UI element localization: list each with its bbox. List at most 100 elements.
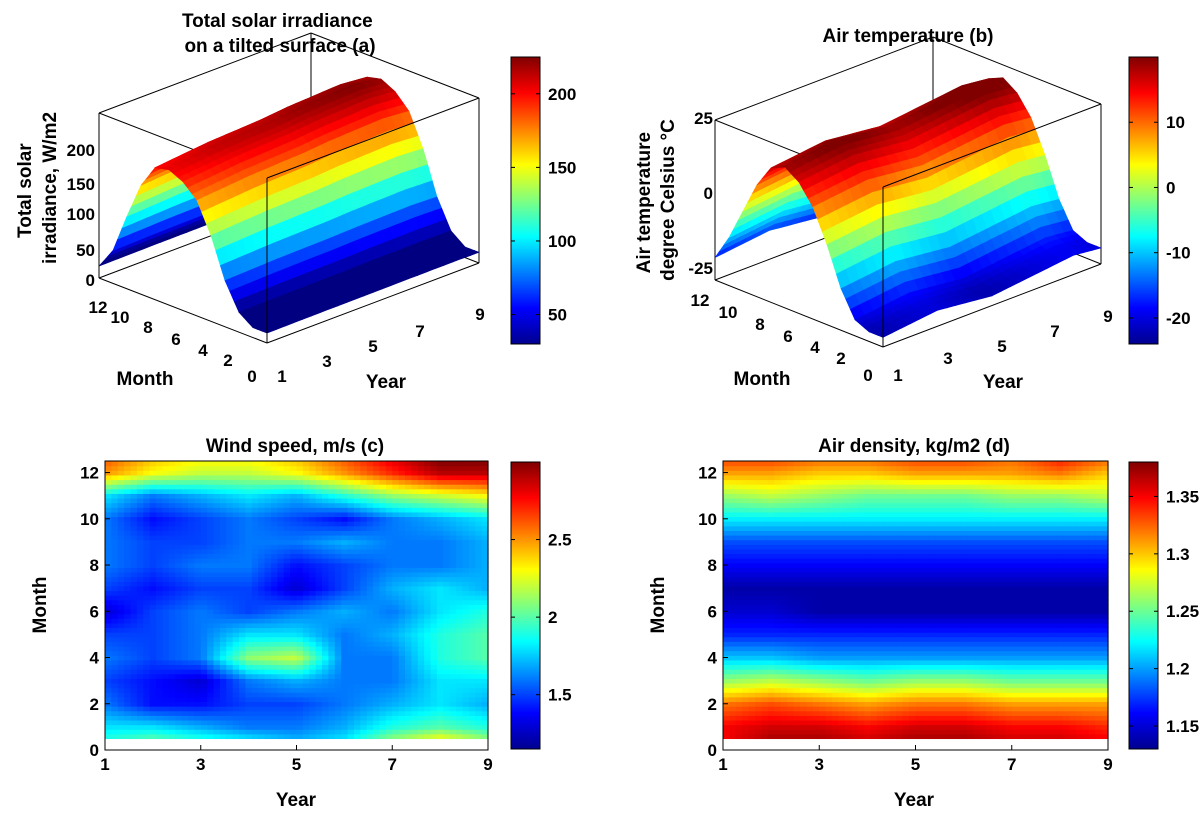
- panel-c-cell: [316, 572, 323, 577]
- panel-c-cell: [431, 530, 438, 535]
- panel-c-cell: [111, 725, 118, 730]
- panel-c-cell: [239, 503, 246, 508]
- panel-c-cell: [124, 725, 131, 730]
- panel-c-cell: [150, 655, 157, 660]
- panel-c-cell: [182, 540, 189, 545]
- panel-c-cell: [188, 489, 195, 494]
- panel-c-cell: [309, 623, 316, 628]
- panel-c-cell: [411, 651, 418, 656]
- panel-c-cell: [418, 540, 425, 545]
- panel-c-cell: [424, 669, 431, 674]
- panel-c-cell: [309, 734, 316, 739]
- panel-c-cell: [373, 646, 380, 651]
- panel-c-cell: [252, 586, 259, 591]
- panel-c-cell: [137, 512, 144, 517]
- panel-c-cell: [322, 526, 329, 531]
- panel-c-cell: [137, 697, 144, 702]
- panel-c-cell: [169, 480, 176, 485]
- panel-c-cell: [118, 692, 125, 697]
- panel-c-cell: [373, 526, 380, 531]
- panel-c-cell: [194, 567, 201, 572]
- panel-c-cell: [277, 646, 284, 651]
- panel-c-cell: [188, 674, 195, 679]
- panel-c-cell: [297, 577, 304, 582]
- panel-c-cell: [392, 697, 399, 702]
- panel-c-cell: [335, 655, 342, 660]
- panel-c-cell: [284, 715, 291, 720]
- panel-c-cell: [156, 581, 163, 586]
- panel-c-cell: [284, 493, 291, 498]
- panel-c-cell: [162, 558, 169, 563]
- panel-c-cell: [271, 641, 278, 646]
- panel-c-cell: [162, 651, 169, 656]
- panel-c-cell: [175, 655, 182, 660]
- panel-c-cell: [379, 489, 386, 494]
- panel-c-cell: [162, 498, 169, 503]
- panel-c-cell: [252, 706, 259, 711]
- panel-c-cell: [226, 688, 233, 693]
- panel-c-cell: [379, 530, 386, 535]
- panel-c-cell: [360, 632, 367, 637]
- panel-c-cell: [297, 604, 304, 609]
- panel-c-cell: [379, 655, 386, 660]
- panel-c-cell: [111, 567, 118, 572]
- panel-c-cell: [207, 461, 214, 466]
- panel-c-cell: [162, 507, 169, 512]
- panel-c-cell: [143, 692, 150, 697]
- panel-c-cell: [239, 489, 246, 494]
- panel-c-cell: [303, 715, 310, 720]
- panel-c-cell: [379, 493, 386, 498]
- panel-c-cell: [424, 715, 431, 720]
- panel-c-cell: [265, 535, 272, 540]
- panel-c-cell: [143, 493, 150, 498]
- panel-c-cell: [233, 470, 240, 475]
- panel-c-cell: [328, 725, 335, 730]
- panel-c-cell: [156, 503, 163, 508]
- panel-c-cell: [258, 637, 265, 642]
- panel-c-cell: [207, 697, 214, 702]
- panel-c-cell: [360, 674, 367, 679]
- panel-c-cell: [392, 674, 399, 679]
- panel-c-cell: [239, 484, 246, 489]
- panel-c-cell: [360, 725, 367, 730]
- panel-c-cell: [150, 609, 157, 614]
- panel-c-cell: [271, 475, 278, 480]
- panel-c-cell: [322, 604, 329, 609]
- panel-c-cell: [105, 590, 112, 595]
- panel-c-cell: [335, 692, 342, 697]
- panel-b-xtick-7: 7: [1050, 322, 1059, 341]
- panel-c-cell: [418, 697, 425, 702]
- panel-c-cell: [431, 618, 438, 623]
- panel-c-cell: [431, 466, 438, 471]
- panel-c-cell: [220, 466, 227, 471]
- panel-c-cell: [214, 651, 221, 656]
- panel-c-cell: [284, 711, 291, 716]
- panel-c-cell: [379, 470, 386, 475]
- panel-c-cell: [290, 655, 297, 660]
- panel-c-cell: [182, 688, 189, 693]
- panel-c-cell: [316, 701, 323, 706]
- panel-c-cell: [182, 526, 189, 531]
- panel-c-cell: [405, 669, 412, 674]
- panel-c-cell: [226, 572, 233, 577]
- panel-c-cell: [188, 590, 195, 595]
- panel-c-cell: [245, 729, 252, 734]
- panel-c-cell: [354, 701, 361, 706]
- panel-a-ztick-100: 100: [67, 205, 95, 224]
- panel-c-cell: [201, 563, 208, 568]
- panel-a-title-line-1: Total solar irradiance: [182, 11, 373, 32]
- panel-c-cell: [239, 678, 246, 683]
- panel-c-cell: [290, 609, 297, 614]
- panel-c-cell: [233, 475, 240, 480]
- panel-c-cell: [309, 637, 316, 642]
- panel-c-cell: [277, 549, 284, 554]
- panel-c-cell: [252, 558, 259, 563]
- panel-c-cell: [271, 609, 278, 614]
- panel-c-cell: [156, 563, 163, 568]
- panel-c-cell: [252, 683, 259, 688]
- panel-c-cell: [207, 553, 214, 558]
- panel-c-cell: [194, 651, 201, 656]
- panel-c-cell: [258, 664, 265, 669]
- panel-c-cell: [239, 590, 246, 595]
- panel-c-cell: [188, 466, 195, 471]
